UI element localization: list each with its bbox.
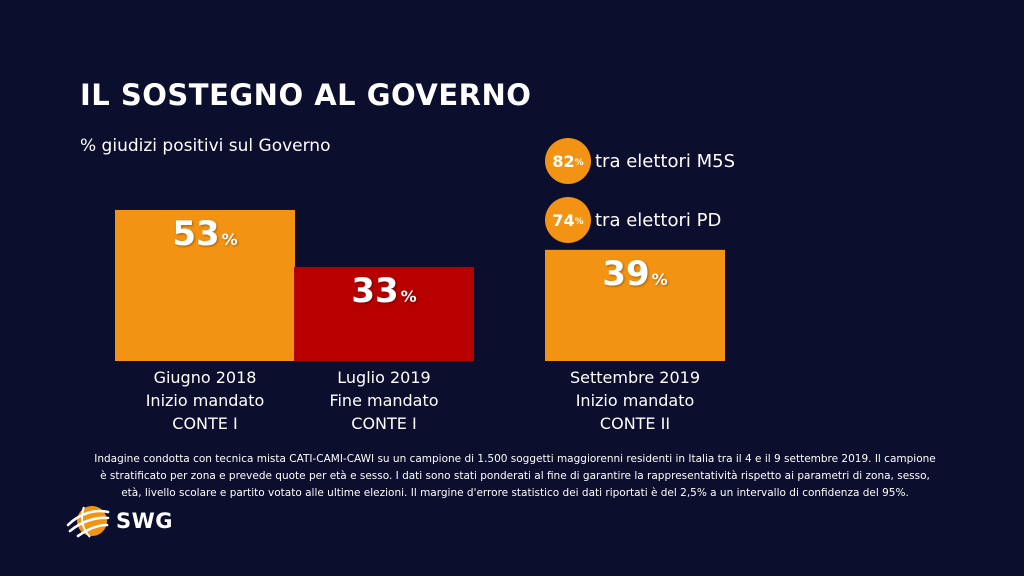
bar-value-label: 39% bbox=[545, 254, 725, 294]
category-label-line: Inizio mandato bbox=[145, 391, 265, 410]
callout-circle: 82% bbox=[545, 138, 591, 184]
callout-value: 82 bbox=[552, 151, 575, 171]
category-label-line: Inizio mandato bbox=[575, 391, 695, 410]
bar-value-number: 39 bbox=[602, 253, 650, 294]
category-label-line: CONTE II bbox=[599, 414, 671, 433]
callout-unit: % bbox=[574, 158, 584, 168]
bar-0 bbox=[115, 209, 295, 361]
callout-value: 74 bbox=[552, 210, 575, 230]
bar-value-unit: % bbox=[400, 286, 417, 306]
bar-category-label: Luglio 2019 Fine mandato CONTE I bbox=[294, 366, 474, 435]
category-label-line: Giugno 2018 bbox=[153, 368, 257, 387]
logo-text: SWG bbox=[116, 509, 174, 533]
page-title: IL SOSTEGNO AL GOVERNO bbox=[80, 78, 532, 112]
category-label-line: Luglio 2019 bbox=[337, 368, 431, 387]
bar-category-label: Giugno 2018 Inizio mandato CONTE I bbox=[115, 366, 295, 435]
callout-unit: % bbox=[574, 217, 584, 227]
bar-value-number: 33 bbox=[351, 270, 399, 311]
methodology-note: Indagine condotta con tecnica mista CATI… bbox=[94, 453, 936, 499]
bar-value-label: 33% bbox=[294, 271, 474, 311]
bar-value-number: 53 bbox=[172, 213, 220, 254]
category-label-line: CONTE I bbox=[351, 414, 417, 433]
chart-subtitle: % giudizi positivi sul Governo bbox=[80, 136, 331, 156]
bar-2 bbox=[545, 249, 725, 361]
category-label-line: Settembre 2019 bbox=[569, 368, 700, 387]
bar-category-label: Settembre 2019 Inizio mandato CONTE II bbox=[545, 366, 725, 435]
callout-circle: 74% bbox=[545, 197, 591, 243]
category-label-line: Fine mandato bbox=[329, 391, 439, 410]
category-label-line: CONTE I bbox=[172, 414, 238, 433]
swg-logo: SWG bbox=[66, 503, 173, 539]
callout-text: tra elettori M5S bbox=[595, 150, 736, 172]
callout-m5s: 82% tra elettori M5S bbox=[545, 138, 735, 184]
bar-value-unit: % bbox=[221, 229, 238, 249]
globe-icon bbox=[66, 506, 110, 538]
callout-pd: 74% tra elettori PD bbox=[545, 197, 721, 243]
bar-value-label: 53% bbox=[115, 214, 295, 254]
bar-1 bbox=[294, 266, 474, 361]
bar-value-unit: % bbox=[651, 269, 668, 289]
callout-text: tra elettori PD bbox=[595, 209, 722, 231]
